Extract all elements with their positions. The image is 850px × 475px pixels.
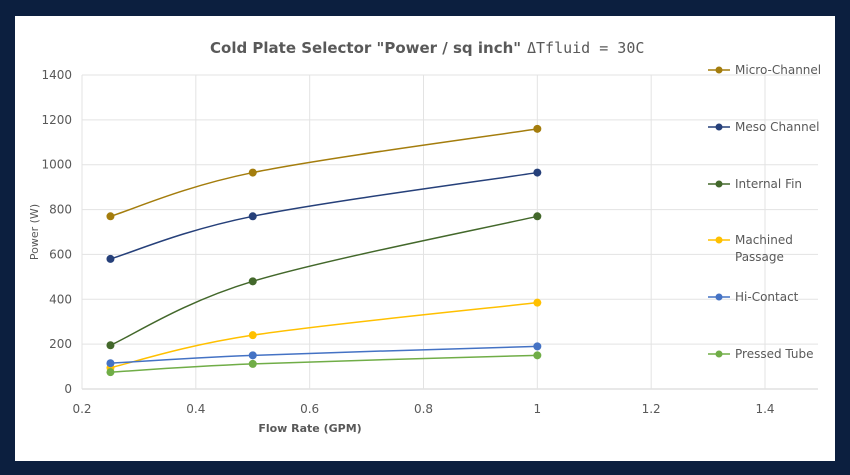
y-tick-label: 0 (64, 382, 72, 396)
legend-label: Micro-Channel (735, 63, 821, 77)
data-point (106, 212, 115, 221)
series-line-pressed-tube (110, 354, 538, 373)
x-tick-label: 1.4 (755, 402, 774, 416)
y-tick-label: 1000 (41, 158, 72, 172)
legend-marker (715, 180, 723, 188)
data-point (106, 254, 115, 263)
legend-label: Hi-Contact (735, 290, 799, 304)
data-point (533, 351, 542, 360)
legend-label: Pressed Tube (735, 347, 814, 361)
data-point (106, 368, 115, 377)
x-tick-label: 0.8 (414, 402, 433, 416)
x-tick-label: 0.4 (186, 402, 205, 416)
chart-subtitle: ΔTfluid = 30C (527, 39, 644, 57)
legend-label: Machined (735, 233, 793, 247)
data-point (248, 359, 257, 368)
data-point (106, 359, 115, 368)
y-tick-label: 200 (49, 337, 72, 351)
legend-marker (715, 123, 723, 131)
data-point (248, 277, 257, 286)
data-point (248, 212, 257, 221)
x-tick-label: 0.6 (300, 402, 319, 416)
x-tick-label: 0.2 (72, 402, 91, 416)
data-point (248, 351, 257, 360)
y-tick-label: 800 (49, 203, 72, 217)
x-axis-label: Flow Rate (GPM) (258, 422, 361, 435)
chart-title: Cold Plate Selector "Power / sq inch" (210, 39, 521, 57)
y-tick-label: 1200 (41, 113, 72, 127)
data-point (533, 168, 542, 177)
data-point (533, 212, 542, 221)
data-point (248, 331, 257, 340)
series-line-hi-contact (110, 345, 538, 364)
data-point (106, 341, 115, 350)
series-line-machined-passage (110, 301, 538, 369)
series-line-micro-channel (110, 128, 538, 218)
legend-marker (715, 236, 723, 244)
chart-panel (15, 16, 835, 461)
series-line-internal-fin (110, 215, 538, 346)
legend-marker (715, 66, 723, 74)
data-point (533, 298, 542, 307)
legend-label: Passage (735, 250, 784, 264)
x-tick-label: 1.2 (642, 402, 661, 416)
legend-label: Meso Channel (735, 120, 819, 134)
legend-label: Internal Fin (735, 177, 802, 191)
series-line-meso-channel (110, 171, 538, 260)
y-tick-label: 400 (49, 292, 72, 306)
y-tick-label: 1400 (41, 68, 72, 82)
x-tick-label: 1 (534, 402, 542, 416)
data-point (533, 342, 542, 351)
y-tick-label: 600 (49, 247, 72, 261)
data-point (533, 124, 542, 133)
legend-marker (715, 293, 723, 301)
data-point (248, 168, 257, 177)
legend-marker (715, 350, 723, 358)
y-axis-label: Power (W) (28, 204, 41, 260)
